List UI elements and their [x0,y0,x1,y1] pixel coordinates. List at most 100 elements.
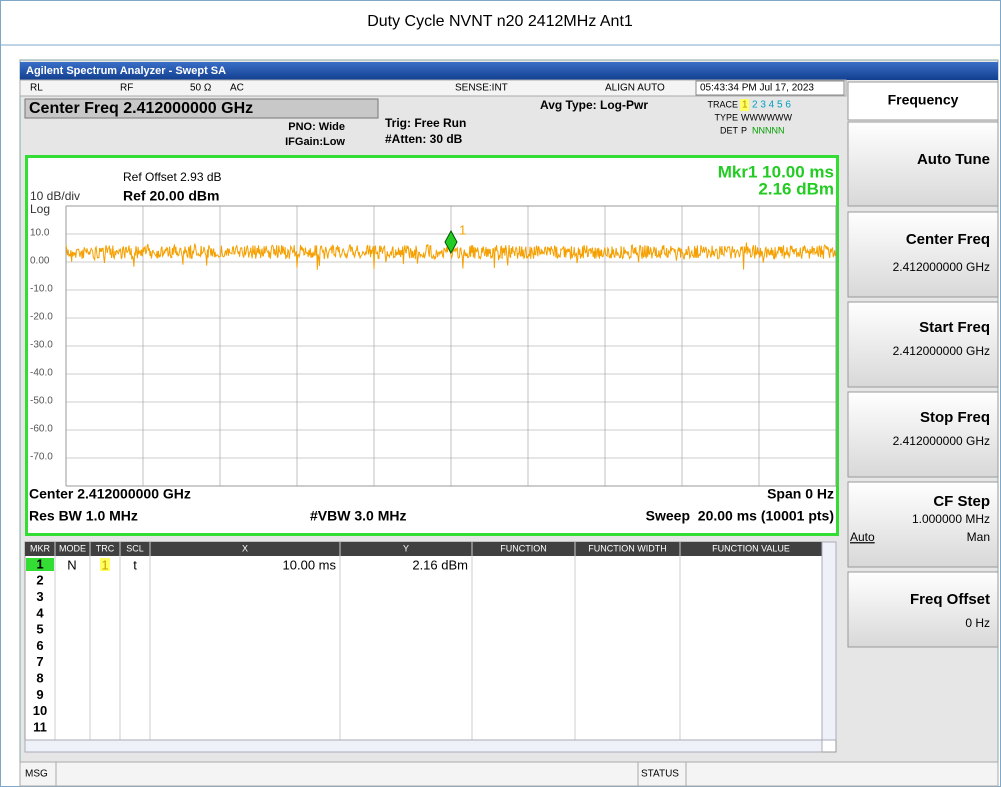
row-number: 3 [36,589,43,604]
trace-label: TRACE [707,99,738,109]
status-label: STATUS [641,769,679,780]
marker-label: 1 [459,222,466,237]
column-header: MODE [59,543,86,553]
v-scrollbar[interactable] [821,541,837,741]
column-header: FUNCTION [500,543,547,553]
y-label: 10.0 [30,228,50,239]
type: WWWWWW [741,112,792,122]
y-label: -60.0 [30,424,53,435]
cell: 2.16 dBm [412,557,468,572]
status: 05:43:34 PM Jul 17, 2023 [700,83,814,94]
softkey-text[interactable]: Center Freq [906,231,990,248]
row-number: 11 [33,719,47,734]
softkey[interactable] [847,301,999,388]
det-others: NNNNN [752,125,785,135]
trace [65,242,836,270]
softkey-text[interactable]: Stop Freq [920,409,990,426]
softkey[interactable] [847,481,999,568]
det-active: P [741,125,747,135]
softkey-text[interactable]: Freq Offset [910,591,990,608]
status: ALIGN AUTO [605,83,665,94]
scale: 10 dB/div [30,189,80,203]
bottom-bar [19,761,999,787]
softkey-text[interactable]: 2.412000000 GHz [893,344,990,358]
row-number: 7 [36,654,43,669]
row-number: 8 [36,671,43,686]
column-header: Y [403,543,409,553]
softkey[interactable] [847,391,999,478]
msg: MSG [25,769,48,780]
softkey[interactable] [847,571,999,648]
window-title: Agilent Spectrum Analyzer - Swept SA [26,65,226,77]
y-label: -30.0 [30,340,53,351]
softkey-text[interactable]: 1.000000 MHz [912,512,990,526]
softkey[interactable] [847,121,999,207]
menu-header [847,81,999,121]
column-header: X [242,543,248,553]
softkey-text[interactable]: 2.412000000 GHz [893,260,990,274]
setting: Trig: Free Run [385,116,466,130]
status: 50 Ω [190,83,212,94]
title-bar [20,62,998,80]
table-body: MKR MODE TRC SCL X Y FUNCTION FUNCTION WIDTH FUN… [26,542,790,740]
row-highlight [26,558,54,571]
center: Center 2.412000000 GHz [29,486,191,502]
setting: PNO: Wide [288,121,345,133]
row-number: 6 [36,638,43,653]
setting: #Atten: 30 dB [385,132,463,146]
table-header [25,542,822,556]
y-label: -70.0 [30,452,53,463]
softkey-text[interactable]: 0 Hz [965,616,990,630]
row-number: 1 [36,556,43,571]
vbw: #VBW 3.0 MHz [310,508,406,524]
row-number: 10 [33,703,47,718]
softkey-text[interactable]: Auto Tune [917,151,990,168]
y-label: -40.0 [30,368,53,379]
row-number: 4 [36,605,44,620]
marker-table [24,541,837,753]
rbw: Res BW 1.0 MHz [29,508,138,524]
cell: 10.00 ms [283,557,337,572]
y-label: -20.0 [30,312,53,323]
softkey-text[interactable]: 2.412000000 GHz [893,434,990,448]
row-number: 9 [36,687,43,702]
softkey-text[interactable]: Man [967,530,990,544]
row-number: 2 [36,573,43,588]
setting: Avg Type: Log-Pwr [540,98,648,112]
softkey[interactable] [847,211,999,298]
trace-others: 2 3 4 5 6 [752,100,791,111]
softkey-text[interactable]: CF Step [933,493,990,510]
y-label: -50.0 [30,396,53,407]
det-label: DET [720,125,739,135]
marker-y: 2.16 dBm [758,179,834,198]
y-label: 0.00 [30,256,50,267]
trace-active: 1 [742,100,748,111]
cell: 1 [101,557,108,572]
log: Log [30,202,50,216]
softkey-text[interactable]: Start Freq [919,319,990,336]
marker [444,229,458,255]
status: SENSE:INT [455,83,508,94]
menu-title: Frequency [888,92,959,108]
column-header: FUNCTION WIDTH [588,543,667,553]
h-scrollbar[interactable] [24,739,823,753]
span: Span 0 Hz [767,486,834,502]
trace-highlight [740,99,749,111]
ref-offset: Ref Offset 2.93 dB [123,170,222,184]
sweep: Sweep 20.00 ms (10001 pts) [646,508,834,524]
column-header: TRC [96,543,115,553]
center-freq: Center Freq 2.412000000 GHz [29,100,253,117]
setting: IFGain:Low [285,136,345,148]
column-header: FUNCTION VALUE [712,543,790,553]
column-header: MKR [30,543,51,553]
page-title: Duty Cycle NVNT n20 2412MHz Ant1 [367,13,633,30]
y-label: -10.0 [30,284,53,295]
status: RF [120,83,133,94]
type-label: TYPE [714,112,738,122]
softkey-text[interactable]: Auto [850,530,875,544]
cell: N [67,557,76,572]
cell: t [133,557,137,572]
softkeys: Frequency Auto Tune Center Freq 2.412000000… [847,81,999,648]
